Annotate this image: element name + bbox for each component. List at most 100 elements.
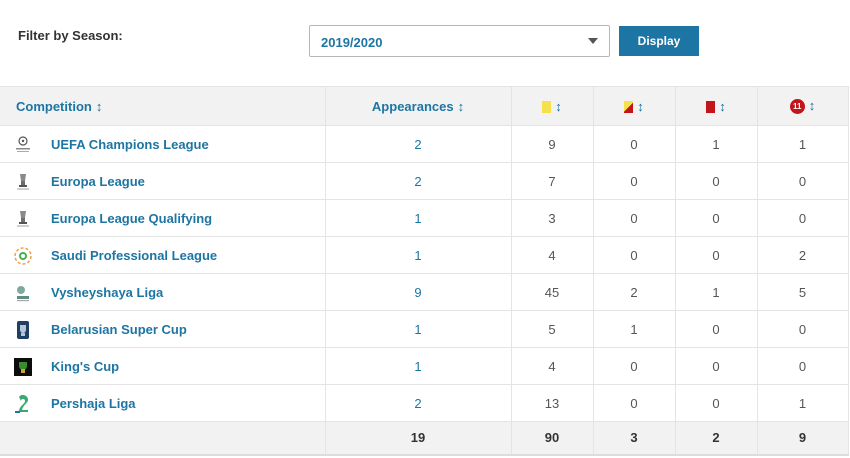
competition-cell: UEFA Champions League — [0, 125, 326, 163]
column-header-yellow-cards[interactable]: ↕ — [511, 86, 594, 126]
total-substitutions: 9 — [757, 421, 849, 456]
yellow-card-icon — [542, 101, 552, 114]
second-yellow-value: 0 — [593, 347, 676, 385]
red-cards-value: 1 — [675, 273, 758, 311]
competition-link[interactable]: Belarusian Super Cup — [51, 321, 187, 337]
yellow-cards-value: 4 — [511, 347, 594, 385]
competition-cell: Vysheyshaya Liga — [0, 273, 326, 311]
appearances-link[interactable]: 1 — [325, 236, 512, 274]
table-header-row: Competition ↕ Appearances ↕ ↕ ↕ ↕ 11 ↕ — [0, 86, 849, 126]
substitution-icon: 11 — [789, 99, 805, 115]
substitutions-value: 1 — [757, 384, 849, 422]
champions-league-logo-icon — [13, 135, 33, 155]
sort-icon: ↕ — [808, 97, 816, 113]
yellow-cards-value: 5 — [511, 310, 594, 348]
competition-link[interactable]: Europa League — [51, 173, 145, 189]
europa-league-logo-icon — [13, 172, 33, 192]
sort-icon: ↕ — [719, 98, 726, 114]
chevron-down-icon — [588, 38, 598, 44]
yellow-red-card-icon — [624, 101, 634, 114]
competition-cell: Saudi Professional League — [0, 236, 326, 274]
red-cards-value: 0 — [675, 384, 758, 422]
competition-cell: Europa League — [0, 162, 326, 200]
table-row: Europa League Qualifying 1 3 0 0 0 — [0, 199, 849, 237]
vysheyshaya-logo-icon — [13, 283, 33, 303]
appearances-link[interactable]: 2 — [325, 384, 512, 422]
yellow-cards-value: 13 — [511, 384, 594, 422]
column-header-substitution[interactable]: 11 ↕ — [757, 86, 849, 126]
display-button[interactable]: Display — [619, 26, 699, 56]
red-card-icon — [706, 101, 716, 114]
substitutions-value: 1 — [757, 125, 849, 163]
column-header-red-cards[interactable]: ↕ — [675, 86, 758, 126]
substitutions-value: 2 — [757, 236, 849, 274]
column-header-label: Appearances — [371, 98, 454, 114]
competition-link[interactable]: UEFA Champions League — [51, 136, 209, 152]
competition-cell: Belarusian Super Cup — [0, 310, 326, 348]
second-yellow-value: 1 — [593, 310, 676, 348]
column-header-label: Competition — [16, 98, 92, 114]
substitutions-value: 0 — [757, 310, 849, 348]
total-red-cards: 2 — [675, 421, 758, 456]
table-row: Saudi Professional League 1 4 0 0 2 — [0, 236, 849, 274]
competition-cell: King's Cup — [0, 347, 326, 385]
table-row: Europa League 2 7 0 0 0 — [0, 162, 849, 200]
competition-link[interactable]: Saudi Professional League — [51, 247, 218, 263]
appearances-link[interactable]: 1 — [325, 199, 512, 237]
substitutions-value: 0 — [757, 347, 849, 385]
yellow-cards-value: 7 — [511, 162, 594, 200]
second-yellow-value: 0 — [593, 236, 676, 274]
yellow-cards-value: 3 — [511, 199, 594, 237]
filter-label: Filter by Season: — [18, 28, 123, 43]
competition-cell: Pershaja Liga — [0, 384, 326, 422]
column-header-competition[interactable]: Competition ↕ — [0, 86, 326, 126]
appearances-link[interactable]: 2 — [325, 162, 512, 200]
appearances-link[interactable]: 9 — [325, 273, 512, 311]
competition-link[interactable]: Vysheyshaya Liga — [51, 284, 164, 300]
total-yellow-cards: 90 — [511, 421, 594, 456]
table-row: Belarusian Super Cup 1 5 1 0 0 — [0, 310, 849, 348]
table-row: UEFA Champions League 2 9 0 1 1 — [0, 125, 849, 163]
substitutions-value: 0 — [757, 199, 849, 237]
season-select[interactable]: 2019/2020 — [309, 25, 610, 57]
sort-icon: ↕ — [95, 98, 103, 114]
second-yellow-value: 2 — [593, 273, 676, 311]
red-cards-value: 0 — [675, 236, 758, 274]
pershaja-logo-icon — [13, 394, 33, 414]
second-yellow-value: 0 — [593, 384, 676, 422]
total-second-yellow: 3 — [593, 421, 676, 456]
red-cards-value: 0 — [675, 347, 758, 385]
kings-cup-logo-icon — [13, 357, 33, 377]
table-row: King's Cup 1 4 0 0 0 — [0, 347, 849, 385]
yellow-cards-value: 9 — [511, 125, 594, 163]
sort-icon: ↕ — [555, 98, 562, 114]
sort-icon: ↕ — [457, 98, 465, 114]
competition-link[interactable]: Europa League Qualifying — [51, 210, 213, 226]
season-filter-bar: Filter by Season: 2019/2020 Display — [0, 0, 850, 86]
appearances-link[interactable]: 1 — [325, 310, 512, 348]
table-row: Pershaja Liga 2 13 0 0 1 — [0, 384, 849, 422]
red-cards-value: 0 — [675, 310, 758, 348]
totals-row: 19 90 3 2 9 — [0, 421, 849, 456]
second-yellow-value: 0 — [593, 162, 676, 200]
yellow-cards-value: 45 — [511, 273, 594, 311]
appearances-link[interactable]: 1 — [325, 347, 512, 385]
substitutions-value: 0 — [757, 162, 849, 200]
appearances-link[interactable]: 2 — [325, 125, 512, 163]
super-cup-logo-icon — [13, 320, 33, 340]
second-yellow-value: 0 — [593, 199, 676, 237]
yellow-cards-value: 4 — [511, 236, 594, 274]
column-header-appearances[interactable]: Appearances ↕ — [325, 86, 512, 126]
season-select-value: 2019/2020 — [321, 35, 383, 50]
table-row: Vysheyshaya Liga 9 45 2 1 5 — [0, 273, 849, 311]
second-yellow-value: 0 — [593, 125, 676, 163]
red-cards-value: 0 — [675, 199, 758, 237]
red-cards-value: 1 — [675, 125, 758, 163]
competition-link[interactable]: Pershaja Liga — [51, 395, 136, 411]
total-appearances: 19 — [325, 421, 512, 456]
competition-link[interactable]: King's Cup — [51, 358, 120, 374]
sort-icon: ↕ — [637, 98, 644, 114]
column-header-second-yellow[interactable]: ↕ — [593, 86, 676, 126]
red-cards-value: 0 — [675, 162, 758, 200]
europa-league-logo-icon — [13, 209, 33, 229]
